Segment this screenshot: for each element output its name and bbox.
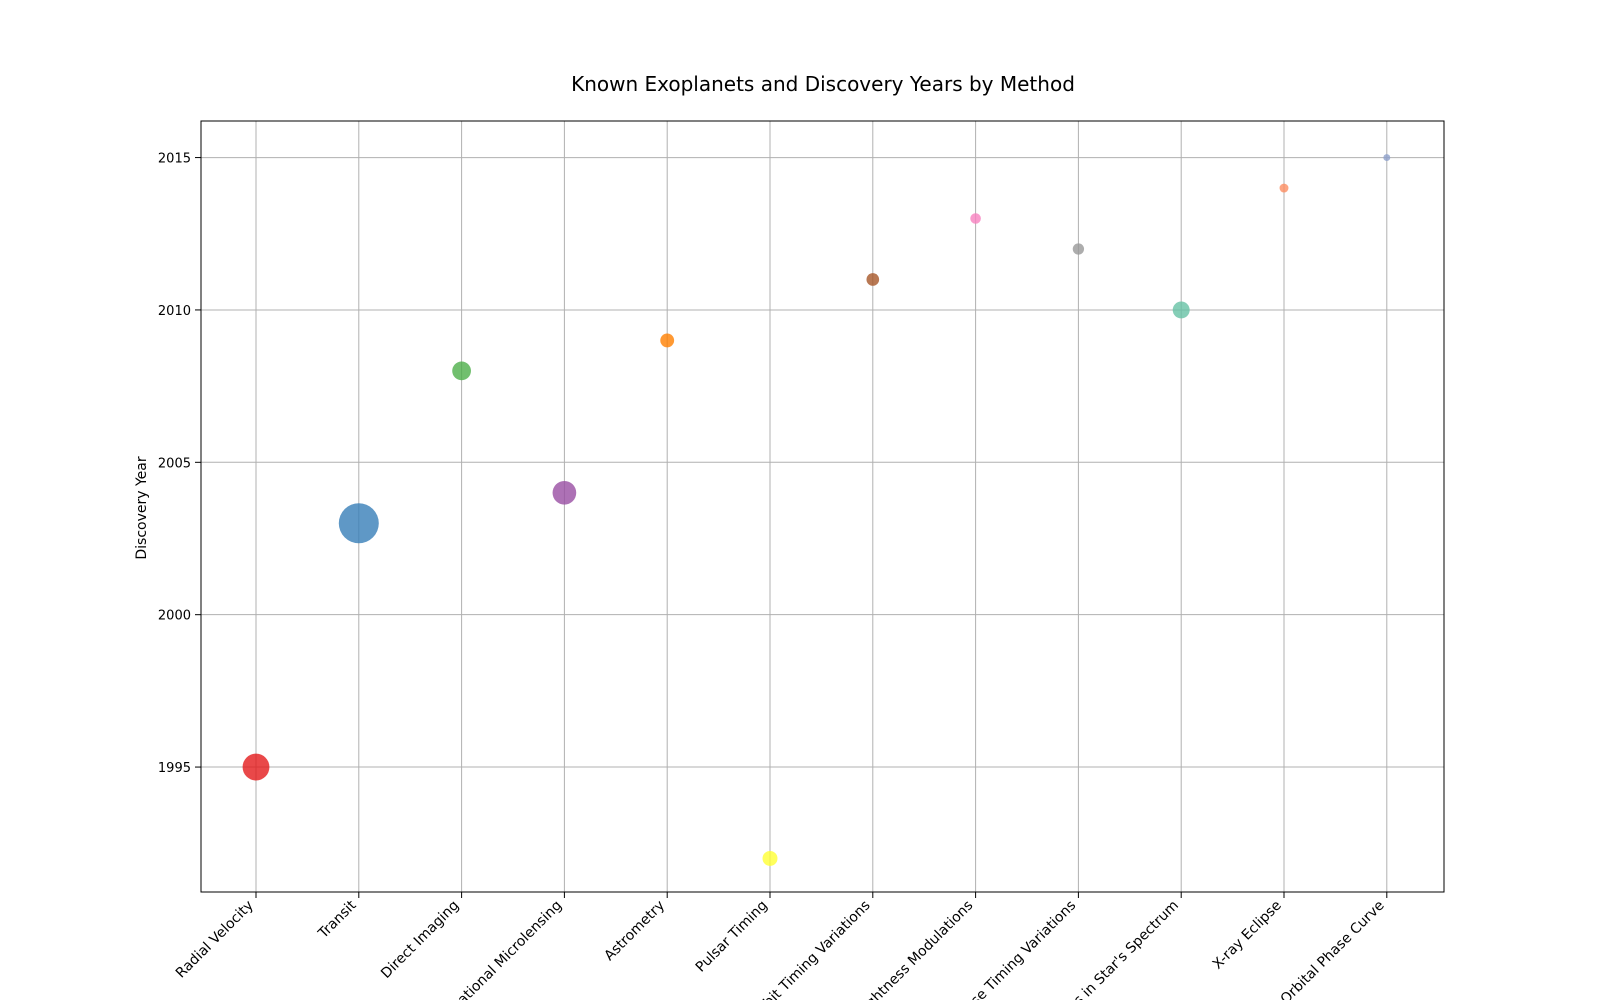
x-tick-label: X-ray Eclipse (1210, 898, 1285, 973)
y-axis-label: Discovery Year (134, 456, 150, 560)
data-point (242, 753, 270, 781)
x-tick-label: Radial Velocity (173, 898, 257, 982)
y-tick-label: 2005 (158, 456, 191, 471)
x-tick-label: Orbit Timing Variations (749, 898, 874, 1000)
data-point (970, 213, 981, 224)
x-tick-label: Astrometry (601, 898, 668, 965)
grid-layer (201, 121, 1444, 892)
data-point (552, 480, 577, 505)
x-tick-label: Orbital Phase Curve (1278, 898, 1388, 1000)
data-point (660, 333, 675, 348)
x-tick-label: Transit (315, 897, 360, 942)
data-points (242, 154, 1391, 866)
data-point (762, 850, 778, 866)
y-tick-label: 2015 (158, 152, 191, 167)
y-tick-label: 1995 (158, 761, 191, 776)
data-point (338, 503, 379, 544)
plot-frame (200, 120, 1445, 893)
y-tick-label: 2010 (158, 304, 191, 319)
x-tick-label: Pulsar Timing (693, 898, 771, 976)
data-point (1072, 243, 1085, 255)
data-point (1172, 301, 1190, 319)
data-point (1383, 154, 1391, 162)
chart-title: Known Exoplanets and Discovery Years by … (571, 72, 1075, 96)
y-tick-label: 2000 (158, 609, 191, 624)
tick-layer: Radial Velocity Transit Direct ImagingGrav… (158, 152, 1388, 1000)
data-point (866, 273, 880, 286)
data-point (1279, 183, 1289, 193)
x-tick-label: Direct Imaging (378, 898, 462, 982)
data-point (452, 361, 471, 381)
